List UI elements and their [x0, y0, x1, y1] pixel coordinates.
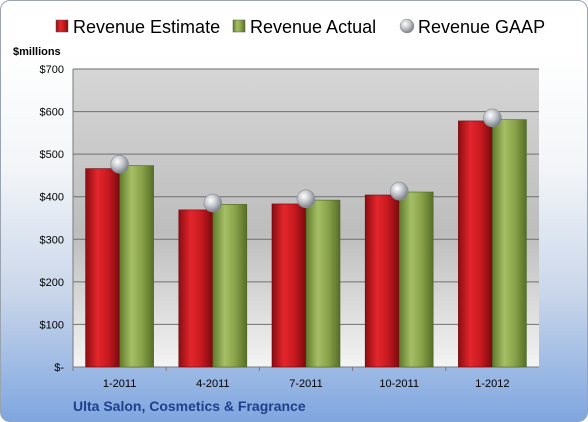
bar-revenue-estimate — [85, 168, 120, 368]
bar-revenue-actual — [305, 199, 341, 368]
legend-label: Revenue GAAP — [418, 17, 545, 37]
marker-revenue-gaap — [483, 108, 502, 128]
bar-revenue-actual — [492, 119, 527, 368]
bar-revenue-actual — [119, 165, 154, 368]
bar-revenue-estimate — [364, 194, 400, 368]
y-unit-label: $millions — [13, 46, 61, 58]
y-tick-label: $500 — [40, 149, 64, 161]
marker-revenue-gaap — [389, 181, 409, 201]
bar-revenue-estimate — [178, 209, 214, 368]
bars — [85, 119, 527, 368]
company-name: Ulta Salon, Cosmetics & Fragrance — [73, 398, 306, 414]
y-tick-label: $400 — [40, 192, 64, 204]
legend-swatch — [232, 19, 246, 33]
y-tick-label: $300 — [40, 234, 64, 246]
marker-revenue-gaap — [296, 189, 316, 209]
legend-swatch — [399, 18, 415, 34]
x-axis-ticks: 1-2011 4-2011 7-2011 10-2011 1-2012 — [72, 367, 510, 390]
x-tick-label: 10-2011 — [379, 378, 419, 390]
y-tick-label: $100 — [40, 319, 64, 331]
x-tick-label: 7-2011 — [289, 378, 322, 390]
y-tick-label: $700 — [40, 64, 64, 76]
legend-label: Revenue Actual — [250, 17, 376, 37]
gaap-markers — [110, 108, 502, 213]
y-tick-label: $- — [54, 362, 64, 374]
legend: Revenue Estimate Revenue Actual Revenue GA… — [55, 17, 545, 37]
bar-revenue-actual — [212, 204, 248, 368]
bar-revenue-actual — [398, 191, 434, 368]
legend-label: Revenue Estimate — [73, 17, 220, 37]
x-tick-label: 4-2011 — [196, 378, 229, 390]
x-tick-label: 1-2011 — [103, 378, 136, 390]
y-tick-label: $600 — [40, 107, 64, 119]
y-tick-label: $200 — [40, 277, 64, 289]
bar-revenue-estimate — [271, 203, 307, 368]
y-axis-ticks: $- $100 $200 $300 $400 $500 $600 $700 — [40, 64, 65, 374]
x-tick-label: 1-2012 — [475, 378, 509, 390]
marker-revenue-gaap — [203, 193, 223, 213]
marker-revenue-gaap — [110, 155, 129, 174]
bar-revenue-estimate — [458, 120, 493, 368]
legend-swatch — [55, 19, 69, 33]
